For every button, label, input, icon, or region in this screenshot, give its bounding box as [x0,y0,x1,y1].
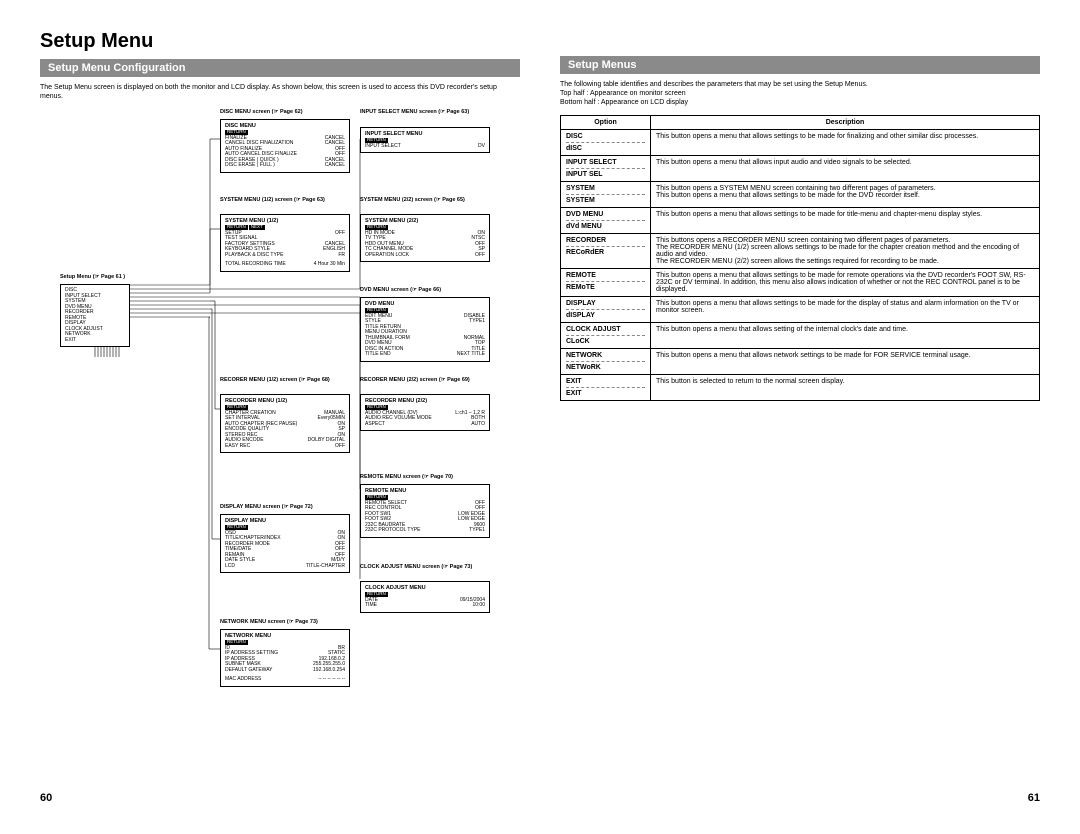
description-cell: This button is selected to return to the… [651,375,1040,401]
table-row: CLOCK ADJUSTCLoCKThis button opens a men… [561,323,1040,349]
table-row: SYSTEMSYSTEMThis button opens a SYSTEM M… [561,182,1040,208]
box-display: DISPLAY MENURETURNOSDONTITLE/CHAPTER/IND… [220,514,350,573]
right-page-number: 61 [1028,792,1040,804]
table-row: DISPLAYdISPLAYThis button opens a menu t… [561,297,1040,323]
table-row: EXITEXITThis button is selected to retur… [561,375,1040,401]
option-cell: DISCdISC [561,130,651,156]
label-system2: SYSTEM MENU (2/2) screen (☞ Page 65) [360,197,480,203]
box-dvd: DVD MENURETURNEDIT MENUDISABLESTYLETYPE1… [360,297,490,362]
label-remote: REMOTE MENU screen (☞ Page 70) [360,474,453,480]
label-input-select: INPUT SELECT MENU screen (☞ Page 63) [360,109,480,115]
table-row: NETWORKNETWoRKThis button opens a menu t… [561,349,1040,375]
right-section-header: Setup Menus [560,56,1040,74]
option-cell: CLOCK ADJUSTCLoCK [561,323,651,349]
description-cell: This button opens a menu that allows set… [651,208,1040,234]
description-cell: This button opens a menu that allows inp… [651,156,1040,182]
left-intro: The Setup Menu screen is displayed on bo… [40,83,520,101]
description-cell: This button opens a menu that allows net… [651,349,1040,375]
box-system1: SYSTEM MENU (1/2)RETURNNEXTSETUPOFFTEST … [220,214,350,272]
right-intro1: The following table identifies and descr… [560,80,1040,89]
option-cell: DVD MENUdVd MENU [561,208,651,234]
description-cell: This button opens a menu that allows set… [651,130,1040,156]
label-network: NETWORK MENU screen (☞ Page 73) [220,619,318,625]
label-display: DISPLAY MENU screen (☞ Page 72) [220,504,313,510]
option-cell: RECORDERRECoRdER [561,234,651,269]
box-disc: DISC MENURETURNFINALIZECANCELCANCEL DISC… [220,119,350,173]
box-recorder2: RECORDER MENU (2/2)RETURNAUDIO CHANNEL (… [360,394,490,431]
box-clock: CLOCK ADJUST MENURETURNDATE09/15/2004TIM… [360,581,490,613]
label-recorder1: RECORER MENU (1/2) screen (☞ Page 68) [220,377,340,383]
description-cell: This button opens a menu that allows set… [651,297,1040,323]
right-intro2: Top half : Appearance on monitor screen [560,89,1040,98]
box-network: NETWORK MENURETURNIDBRIP ADDRESS SETTING… [220,629,350,687]
th-desc: Description [651,116,1040,130]
description-cell: This button opens a menu that allows set… [651,269,1040,297]
label-system1: SYSTEM MENU (1/2) screen (☞ Page 63) [220,197,340,203]
table-row: DISCdISCThis button opens a menu that al… [561,130,1040,156]
options-tbody: DISCdISCThis button opens a menu that al… [561,130,1040,401]
label-dvd: DVD MENU screen (☞ Page 66) [360,287,441,293]
table-row: REMOTEREMoTEThis button opens a menu tha… [561,269,1040,297]
table-row: INPUT SELECTINPUT SELThis button opens a… [561,156,1040,182]
description-cell: This button opens a menu that allows set… [651,323,1040,349]
label-setup: Setup Menu (☞ Page 61 ) [60,274,125,280]
setup-diagram: Setup Menu (☞ Page 61 ) DISC MENU screen… [40,109,520,804]
label-disc: DISC MENU screen (☞ Page 62) [220,109,303,115]
option-cell: REMOTEREMoTE [561,269,651,297]
option-cell: INPUT SELECTINPUT SEL [561,156,651,182]
box-remote: REMOTE MENURETURNREMOTE SELECTOFFREC CON… [360,484,490,538]
label-recorder2: RECORER MENU (2/2) screen (☞ Page 69) [360,377,480,383]
right-page: Setup Menus The following table identifi… [560,30,1040,804]
left-section-header: Setup Menu Configuration [40,59,520,77]
table-row: RECORDERRECoRdERThis buttons opens a REC… [561,234,1040,269]
box-setup: DISCINPUT SELECTSYSTEMDVD MENURECORDERRE… [60,284,130,347]
options-table: Option Description DISCdISCThis button o… [560,115,1040,401]
right-intro3: Bottom half : Appearance on LCD display [560,98,1040,107]
table-row: DVD MENUdVd MENUThis button opens a menu… [561,208,1040,234]
description-cell: This buttons opens a RECORDER MENU scree… [651,234,1040,269]
description-cell: This button opens a SYSTEM MENU screen c… [651,182,1040,208]
option-cell: EXITEXIT [561,375,651,401]
left-page-number: 60 [40,792,52,804]
box-recorder1: RECORDER MENU (1/2)RETURNCHAPTER CREATIO… [220,394,350,453]
left-page: Setup Menu Setup Menu Configuration The … [40,30,520,804]
label-clock: CLOCK ADJUST MENU screen (☞ Page 73) [360,564,480,570]
box-system2: SYSTEM MENU (2/2)RETURNHD IN MODEONTV TY… [360,214,490,262]
option-cell: DISPLAYdISPLAY [561,297,651,323]
box-input-select: INPUT SELECT MENURETURNINPUT SELECTDV [360,127,490,153]
th-option: Option [561,116,651,130]
option-cell: SYSTEMSYSTEM [561,182,651,208]
option-cell: NETWORKNETWoRK [561,349,651,375]
main-title: Setup Menu [40,30,520,53]
